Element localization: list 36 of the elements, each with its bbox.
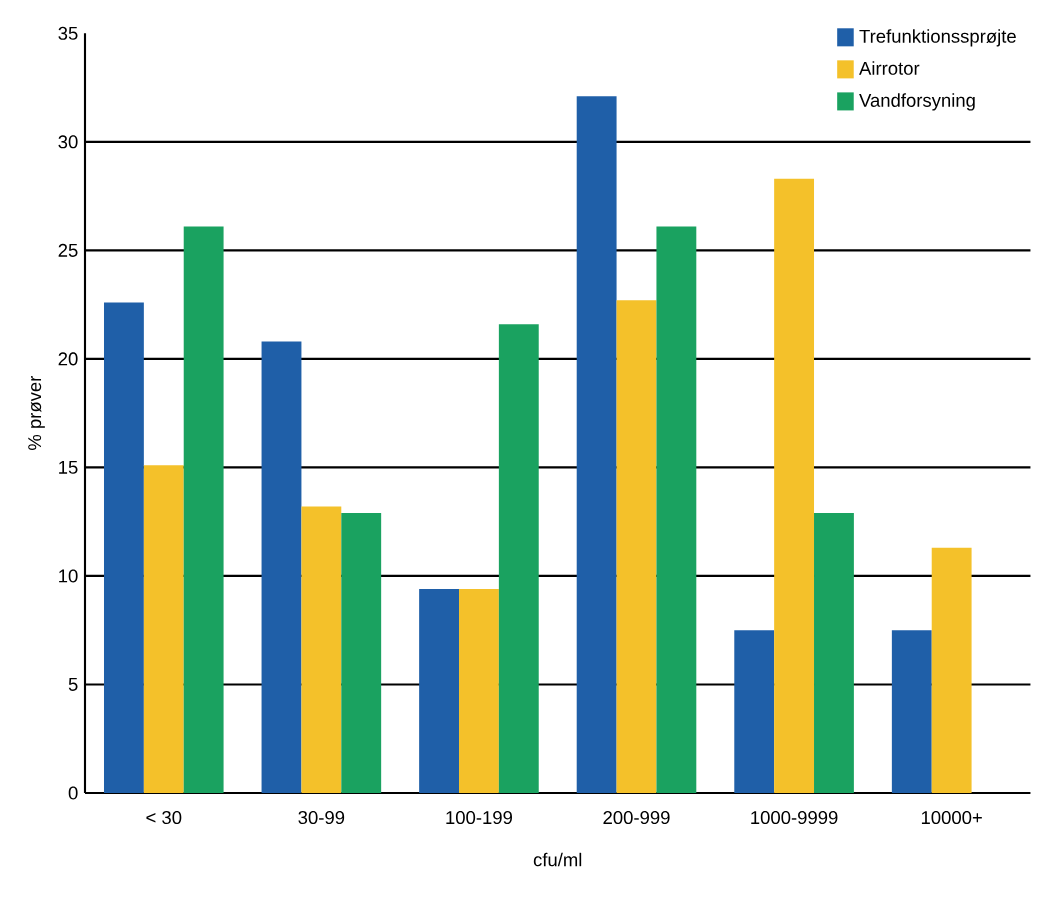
y-tick-label: 10 bbox=[59, 569, 78, 583]
bar bbox=[103, 302, 144, 793]
bar bbox=[143, 465, 184, 793]
y-tick-label: 30 bbox=[58, 135, 78, 149]
bar bbox=[459, 588, 499, 793]
y-tick-label: 5 bbox=[68, 678, 78, 691]
bar bbox=[656, 226, 697, 793]
bar bbox=[301, 506, 342, 793]
bar bbox=[183, 226, 224, 793]
legend-label: Trefunktionssprøjte bbox=[859, 29, 1016, 47]
y-tick-label: 0 bbox=[68, 786, 78, 800]
x-tick-label: 10000+ bbox=[921, 810, 982, 825]
x-tick-label: 200-999 bbox=[603, 810, 670, 825]
x-tick-label: < 30 bbox=[146, 810, 182, 825]
x-tick-label: 100-199 bbox=[446, 810, 512, 825]
y-tick-label: 25 bbox=[58, 243, 78, 257]
bar bbox=[261, 341, 302, 793]
y-tick-label: 35 bbox=[58, 26, 78, 40]
bar bbox=[774, 178, 815, 793]
y-tick-label: 15 bbox=[59, 460, 78, 474]
bar bbox=[616, 300, 657, 793]
bar bbox=[814, 512, 854, 793]
bar bbox=[341, 512, 382, 793]
bar bbox=[576, 96, 617, 793]
bar bbox=[931, 547, 972, 793]
legend-label: Airrotor bbox=[859, 61, 920, 75]
y-axis-title: % prøver bbox=[28, 375, 45, 451]
legend-label: Vandforsyning bbox=[859, 93, 975, 111]
x-tick-label: 1000-9999 bbox=[751, 810, 838, 825]
x-tick-label: 30-99 bbox=[298, 810, 345, 825]
bar bbox=[498, 324, 539, 793]
bar bbox=[734, 630, 775, 793]
bar bbox=[891, 630, 932, 793]
bar bbox=[419, 588, 460, 793]
x-axis-title: cfu/ml bbox=[533, 852, 582, 867]
y-tick-label: 20 bbox=[58, 352, 78, 366]
